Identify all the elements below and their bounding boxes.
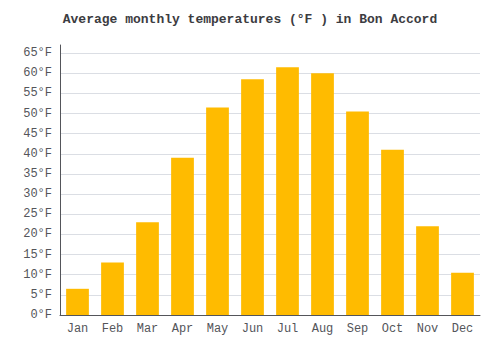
svg-text:25°F: 25°F <box>23 207 52 221</box>
svg-text:45°F: 45°F <box>23 127 52 141</box>
svg-text:Feb: Feb <box>102 322 124 336</box>
svg-text:Sep: Sep <box>347 322 369 336</box>
svg-text:15°F: 15°F <box>23 248 52 262</box>
svg-text:Jul: Jul <box>277 322 299 336</box>
svg-text:Dec: Dec <box>452 322 474 336</box>
svg-text:65°F: 65°F <box>23 46 52 60</box>
svg-text:55°F: 55°F <box>23 86 52 100</box>
svg-text:Mar: Mar <box>137 322 159 336</box>
svg-text:Nov: Nov <box>417 322 439 336</box>
svg-text:Oct: Oct <box>382 322 404 336</box>
svg-text:Average monthly temperatures (: Average monthly temperatures (°F ) in Bo… <box>63 12 437 27</box>
svg-text:Jan: Jan <box>67 322 89 336</box>
svg-text:Aug: Aug <box>312 322 334 336</box>
svg-text:35°F: 35°F <box>23 167 52 181</box>
svg-text:60°F: 60°F <box>23 66 52 80</box>
svg-text:Jun: Jun <box>242 322 264 336</box>
svg-text:5°F: 5°F <box>30 288 52 302</box>
svg-text:May: May <box>207 322 229 336</box>
svg-text:20°F: 20°F <box>23 227 52 241</box>
svg-text:30°F: 30°F <box>23 187 52 201</box>
svg-text:Apr: Apr <box>172 322 194 336</box>
svg-text:0°F: 0°F <box>30 308 52 322</box>
svg-text:10°F: 10°F <box>23 268 52 282</box>
svg-text:50°F: 50°F <box>23 107 52 121</box>
svg-text:40°F: 40°F <box>23 147 52 161</box>
